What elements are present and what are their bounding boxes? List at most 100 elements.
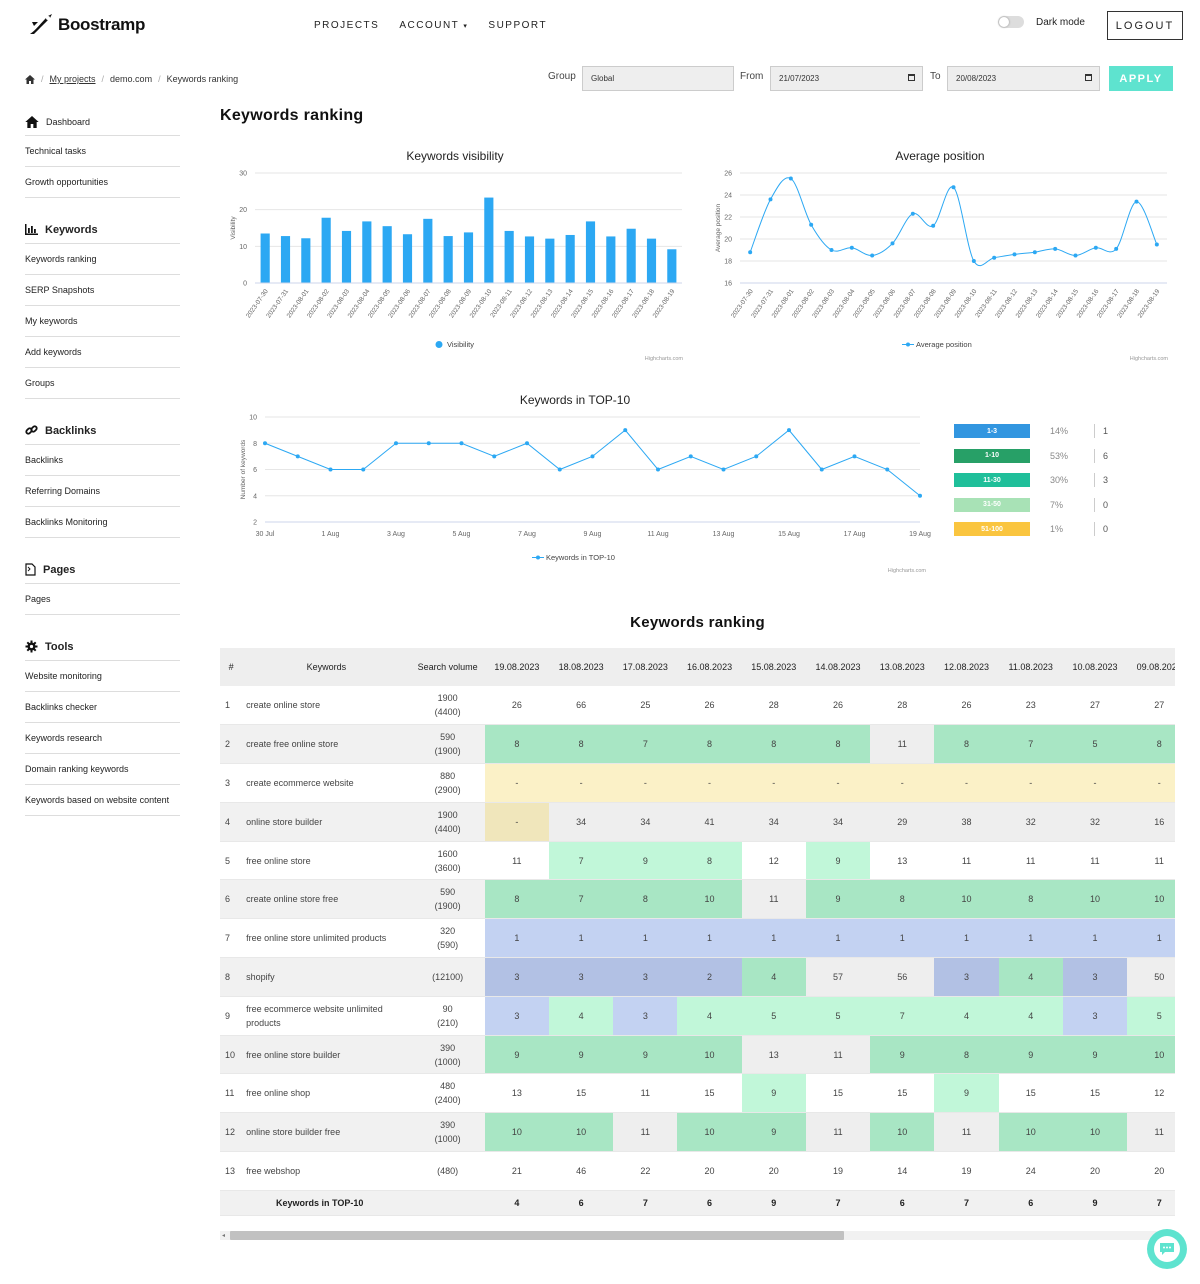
sidebar-item-serp-snapshots[interactable]: SERP Snapshots [25,275,180,306]
logout-button[interactable]: LOGOUT [1107,11,1183,40]
nav-account[interactable]: ACCOUNT ▾ [399,20,468,31]
group-select[interactable]: Global [582,66,734,91]
row-keyword[interactable]: free webshop [242,1151,411,1191]
position-range-badge[interactable]: 1-3 [954,424,1030,439]
to-date-input[interactable]: 20/08/2023 [947,66,1100,91]
row-keyword[interactable]: free online store builder [242,1035,411,1075]
breadcrumb-domain[interactable]: demo.com [110,74,153,84]
sidebar-item-pages[interactable]: Pages [25,584,180,615]
sidebar-spacer [25,538,180,556]
header-date[interactable]: 09.08.2023 [1127,648,1175,686]
from-date-input[interactable]: 21/07/2023 [770,66,923,91]
table-row[interactable]: 1 create online store 1900 (4400) 26 66 25 26… [220,686,1175,726]
sidebar-item-technical-tasks[interactable]: Technical tasks [25,136,180,167]
volume-global: (12100) [432,971,464,982]
row-keyword[interactable]: free ecommerce website unlimited product… [242,996,411,1036]
header-date[interactable]: 14.08.2023 [805,648,871,686]
row-keyword[interactable]: shopify [242,957,411,997]
table-row[interactable]: 8 shopify (12100)333245756343502 [220,957,1175,997]
nav-support[interactable]: SUPPORT [488,20,548,31]
sidebar-item-growth-opportunities[interactable]: Growth opportunities [25,167,180,198]
position-cell: 26 [677,686,742,726]
header-date[interactable]: 19.08.2023 [484,648,549,686]
chat-button[interactable] [1147,1229,1187,1269]
y-tick-label: 20 [239,207,247,214]
row-keyword[interactable]: free online store [242,841,411,881]
sidebar-item-dashboard[interactable]: Dashboard [25,108,180,136]
sidebar-item-keywords-research[interactable]: Keywords research [25,723,180,754]
header-date[interactable]: 11.08.2023 [998,648,1063,686]
ranking-table-container[interactable]: # Keywords Search volume 19.08.2023 18.08… [220,648,1175,1216]
calendar-icon[interactable] [1085,74,1092,81]
position-range-badge[interactable]: 11-30 [954,473,1030,488]
table-row[interactable]: 13 free webshop (480) 21 46 22 20 20 19 14 19 24 2… [220,1151,1175,1191]
header-date[interactable]: 10.08.2023 [1062,648,1128,686]
sidebar-item-referring-domains[interactable]: Referring Domains [25,476,180,507]
row-keyword[interactable]: free online shop [242,1073,411,1114]
position-range-badge[interactable]: 51-100 [954,522,1030,537]
position-cell: 3 [484,957,549,997]
table-row[interactable]: 3 create ecommerce website 880 (2900) - - - -… [220,763,1175,803]
header-date[interactable]: 17.08.2023 [613,648,678,686]
breadcrumb-my-projects[interactable]: My projects [49,74,96,84]
dark-mode-switch: Dark mode [998,16,1085,28]
series-line [749,177,1158,267]
sidebar-item-website-monitoring[interactable]: Website monitoring [25,661,180,692]
table-row[interactable]: 12 online store builder free 390 (1000) 10… [220,1112,1175,1153]
row-keyword[interactable]: free online store unlimited products [242,918,411,959]
sidebar-item-add-keywords[interactable]: Add keywords [25,337,180,368]
header-date[interactable]: 15.08.2023 [741,648,806,686]
sidebar-item-groups[interactable]: Groups [25,368,180,399]
position-cell: 10 [1062,879,1128,920]
table-row[interactable]: 10 free online store builder 390 (1000) 9 9… [220,1035,1175,1075]
position-cell: 20 [1062,1151,1128,1191]
table-row[interactable]: 5 free online store 1600 (3600) 11 7 9 8 12 9 13… [220,841,1175,881]
position-cell: 26 [484,686,549,726]
row-keyword[interactable]: create ecommerce website [242,763,411,803]
logo[interactable]: Boostramp [28,12,145,38]
horizontal-scrollbar[interactable]: ◂ [220,1231,1175,1240]
y-tick-label: 2 [253,520,257,527]
position-cell: 15 [677,1073,742,1114]
volume-value: 90 [442,1003,453,1014]
header-date[interactable]: 13.08.2023 [870,648,935,686]
scrollbar-thumb[interactable] [230,1231,844,1240]
dark-mode-toggle[interactable] [998,16,1024,28]
sidebar-item-backlinks-monitoring[interactable]: Backlinks Monitoring [25,507,180,538]
header-date[interactable]: 18.08.2023 [548,648,614,686]
calendar-icon[interactable] [908,74,915,81]
header-keyword[interactable]: Keywords [242,648,411,686]
table-row[interactable]: 2 create free online store 590 (1900) 8 8 7 8… [220,724,1175,765]
nav-projects[interactable]: PROJECTS [314,20,380,31]
row-keyword[interactable]: create online store free [242,879,411,920]
legend-label: Visibility [447,340,474,349]
sidebar-item-domain-ranking-keywords[interactable]: Domain ranking keywords [25,754,180,785]
apply-button[interactable]: APPLY [1109,66,1173,91]
dark-mode-label: Dark mode [1036,16,1085,28]
header-date[interactable]: 12.08.2023 [934,648,999,686]
position-range-badge[interactable]: 31-50 [954,497,1030,512]
sidebar-item-keywords-website-content[interactable]: Keywords based on website content [25,785,180,816]
position-range-row: 51-100 1% 0 [954,517,1108,542]
volume-global: (2900) [434,784,461,795]
sidebar-item-keywords-ranking[interactable]: Keywords ranking [25,244,180,275]
table-row[interactable]: 11 free online shop 480 (2400) 13 15 11 15 9 15… [220,1073,1175,1114]
table-row[interactable]: 7 free online store unlimited products 3… [220,918,1175,959]
table-row[interactable]: 9 free ecommerce website unlimited produ… [220,996,1175,1036]
position-range-badge[interactable]: 1-10 [954,448,1030,463]
table-row[interactable]: 4 online store builder 1900 (4400) -34 34 41… [220,802,1175,842]
row-keyword[interactable]: create free online store [242,724,411,765]
table-row[interactable]: 6 create online store free 590 (1900) 8 7 8 1… [220,879,1175,920]
row-keyword[interactable]: online store builder free [242,1112,411,1153]
position-range-row: 11-30 30% 3 [954,468,1108,493]
home-icon[interactable] [25,74,35,84]
row-keyword[interactable]: create online store [242,686,411,726]
header-date[interactable]: 16.08.2023 [677,648,742,686]
sidebar-item-backlinks[interactable]: Backlinks [25,445,180,476]
sidebar-item-my-keywords[interactable]: My keywords [25,306,180,337]
scroll-left-arrow[interactable]: ◂ [222,1233,226,1239]
x-tick-label: 3 Aug [387,531,405,538]
sidebar-item-backlinks-checker[interactable]: Backlinks checker [25,692,180,723]
row-keyword[interactable]: online store builder [242,802,411,842]
header-volume[interactable]: Search volume [410,648,485,686]
